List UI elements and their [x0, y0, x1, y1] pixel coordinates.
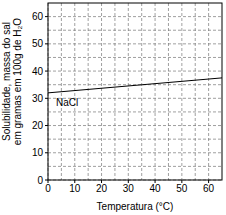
plot-area — [48, 78, 222, 93]
x-tick-label: 20 — [96, 183, 108, 194]
x-grid — [101, 3, 102, 180]
x-grid — [181, 3, 182, 180]
y-minor-grid — [48, 30, 222, 31]
y-tick — [45, 71, 48, 72]
y-tick — [45, 152, 48, 153]
y-axis-label: Solubilidade, massa do sal — [1, 22, 12, 141]
x-axis-label: Temperatura (°C) — [97, 201, 174, 212]
x-tick-label: 50 — [176, 183, 188, 194]
frame — [48, 3, 222, 180]
x-grid — [208, 3, 209, 180]
y-tick-label: 30 — [32, 93, 44, 104]
x-minor-grid — [195, 3, 196, 180]
y-grid — [48, 125, 222, 126]
y-minor-grid — [48, 139, 222, 140]
x-minor-grid — [88, 3, 89, 180]
x-minor-grid — [141, 3, 142, 180]
y-tick — [45, 16, 48, 17]
x-minor-grid — [114, 3, 115, 180]
x-tick-label: 40 — [150, 183, 162, 194]
y-tick-label: 40 — [32, 66, 44, 77]
x-tick-label: 0 — [45, 183, 51, 194]
x-grid — [128, 3, 129, 180]
x-grid — [74, 3, 75, 180]
grid — [48, 3, 222, 180]
y-grid — [48, 71, 222, 72]
y-tick-label: 10 — [32, 147, 44, 158]
y-minor-grid — [48, 111, 222, 112]
y-grid — [48, 16, 222, 17]
y-tick — [45, 125, 48, 126]
chart-root: 0 10 20 30 40 50 60 0 10 20 30 40 50 60 Temperatura (°… — [0, 0, 226, 215]
y-minor-grid — [48, 57, 222, 58]
y-tick-label: 0 — [37, 175, 43, 186]
series-label: NaCl — [56, 97, 78, 108]
y-grid — [48, 43, 222, 44]
y-grid — [48, 152, 222, 153]
y-minor-grid — [48, 166, 222, 167]
y-tick — [45, 180, 48, 181]
y-axis-label: em gramas em 100g de H₂O — [12, 18, 23, 145]
y-tick — [45, 43, 48, 44]
y-tick-label: 20 — [32, 120, 44, 131]
x-tick-label: 60 — [203, 183, 215, 194]
series-line — [48, 78, 222, 93]
y-tick-label: 60 — [32, 11, 44, 22]
chart: 0 10 20 30 40 50 60 0 10 20 30 40 50 60 Temperatura (°… — [0, 0, 226, 215]
x-tick-label: 30 — [123, 183, 135, 194]
y-tick-label: 50 — [32, 38, 44, 49]
x-tick-label: 10 — [69, 183, 81, 194]
x-grid — [155, 3, 156, 180]
x-minor-grid — [168, 3, 169, 180]
y-tick — [45, 98, 48, 99]
